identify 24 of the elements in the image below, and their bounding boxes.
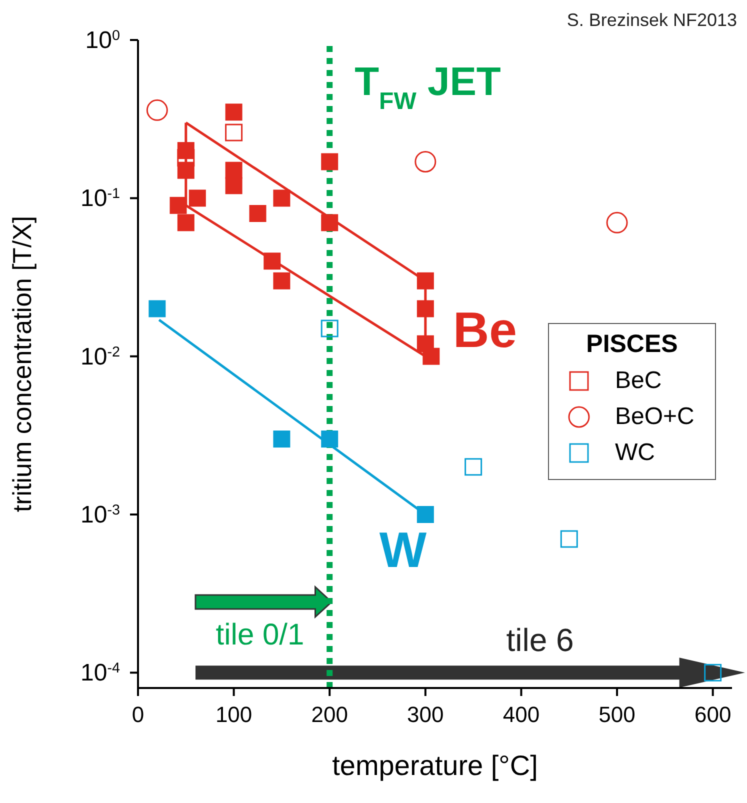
y-tick-label: 10$^{-3}$ bbox=[80, 502, 120, 529]
y-tick-label: 10$^{-4}$ bbox=[80, 660, 120, 687]
x-tick-label: 600 bbox=[694, 702, 732, 727]
ref-line-label: T$_{FW}$ JET bbox=[354, 60, 501, 114]
x-tick-label: 200 bbox=[311, 702, 348, 727]
legend-label: BeO+C bbox=[615, 403, 694, 431]
x-tick-label: 400 bbox=[502, 702, 540, 727]
x-tick-label: 500 bbox=[598, 702, 636, 727]
legend-label: WC bbox=[615, 439, 655, 467]
x-axis-title: temperature [°C] bbox=[332, 750, 538, 781]
x-tick-label: 0 bbox=[132, 702, 144, 727]
y-tick-label: 10$^{-2}$ bbox=[80, 343, 120, 370]
x-tick-label: 300 bbox=[407, 702, 444, 727]
annotation: Be bbox=[453, 302, 517, 358]
annotation: tile 0/1 bbox=[216, 618, 304, 652]
y-tick-label: 10$^{-1}$ bbox=[80, 185, 120, 212]
y-axis-title: tritium concentration [T/X] bbox=[7, 216, 38, 512]
x-tick-label: 100 bbox=[215, 702, 252, 727]
legend-label: BeC bbox=[615, 367, 662, 395]
annotation: tile 6 bbox=[506, 622, 574, 658]
annotation: W bbox=[379, 522, 428, 578]
y-tick-label: 10$^{0}$ bbox=[85, 27, 120, 54]
legend-title: PISCES bbox=[585, 330, 679, 359]
text: S. Brezinsek NF2013 bbox=[566, 10, 737, 30]
